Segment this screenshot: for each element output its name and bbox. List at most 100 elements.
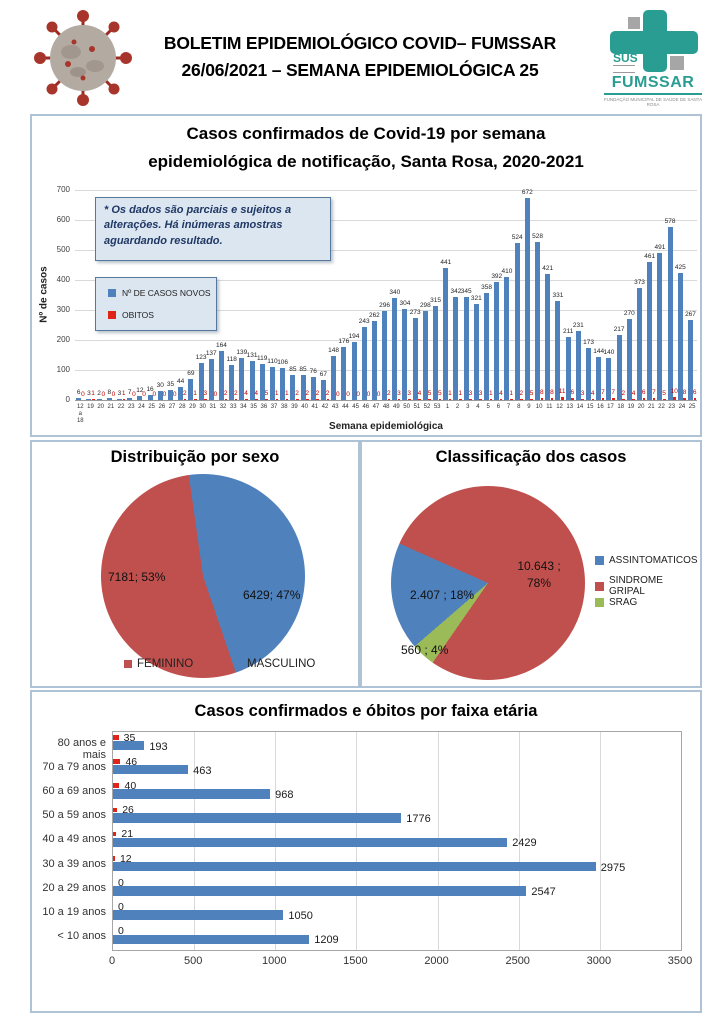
deaths-value-label: 1 — [509, 389, 513, 397]
confirmed-bar — [361, 327, 367, 400]
confirmed-bar — [106, 397, 112, 400]
age-xtick-label: 0 — [108, 955, 116, 967]
week-label: 38 — [280, 404, 288, 410]
deaths-bar — [499, 398, 503, 400]
deaths-value-label: 1 — [121, 389, 126, 397]
deaths-value-label: 8 — [682, 388, 687, 396]
week-label: 45 — [352, 404, 359, 410]
week-label: 43 — [331, 404, 339, 410]
weekly-chart-title-line1: Casos confirmados de Covid-19 por semana — [186, 124, 546, 143]
confirmed-bar — [96, 399, 102, 400]
age-category-label: 60 a 69 anos — [42, 784, 106, 797]
deaths-bar — [683, 397, 686, 400]
confirmed-value-label: 273 — [409, 309, 421, 317]
confirmed-value-label: 331 — [552, 291, 564, 299]
deaths-bar — [275, 398, 279, 400]
legend-swatch-deaths-icon — [108, 311, 116, 319]
legend-label-cases: Nº DE CASOS NOVOS — [122, 288, 211, 298]
week-label: 21 — [107, 404, 115, 410]
confirmed-bar — [494, 282, 500, 400]
deaths-bar — [642, 398, 646, 400]
deaths-value-label: 0 — [172, 391, 177, 398]
confirmed-bar — [310, 377, 316, 400]
week-label: 18 — [617, 404, 625, 410]
week-label: 34 — [240, 404, 247, 410]
deaths-bar — [459, 398, 462, 400]
deaths-value-label: 7 — [652, 388, 656, 396]
cases-value-label: 2429 — [512, 837, 537, 850]
week-label: 46 — [362, 404, 370, 410]
confirmed-bar — [402, 308, 408, 400]
confirmed-bar — [484, 292, 490, 400]
deaths-bar — [510, 398, 513, 400]
confirmed-bar — [331, 355, 337, 400]
logo-fumssar-text: FUMSSAR — [611, 74, 695, 91]
deaths-value-label: 40 — [124, 779, 137, 792]
deaths-bar — [113, 856, 115, 861]
week-label: 27 — [168, 404, 176, 410]
deaths-value-label: 6 — [641, 389, 646, 397]
confirmed-bar — [147, 395, 153, 400]
deaths-value-label: 21 — [121, 828, 134, 841]
sex-legend: FEMININO — [124, 658, 193, 670]
week-label: 35 — [250, 404, 257, 410]
confirmed-bar — [239, 358, 245, 400]
age-category-label: 40 a 49 anos — [42, 833, 106, 846]
deaths-value-label: 2 — [519, 389, 524, 397]
confirmed-bar — [616, 334, 622, 400]
ytick-label: 300 — [56, 305, 70, 314]
age-panel: Casos confirmados e óbitos por faixa etá… — [30, 690, 702, 1013]
deaths-bar — [183, 398, 187, 400]
pie-class — [391, 486, 585, 680]
deaths-bar — [204, 398, 207, 400]
deaths-value-label: 1 — [274, 389, 279, 397]
legend-swatch-masculino-icon — [234, 660, 242, 668]
confirmed-value-label: 69 — [187, 370, 195, 378]
weekly-chart-panel: Casos confirmados de Covid-19 por semana… — [30, 114, 702, 437]
confirmed-bar — [688, 319, 693, 400]
confirmed-bar — [443, 267, 449, 400]
deaths-bar — [530, 398, 534, 400]
confirmed-bar — [565, 336, 571, 400]
deaths-bar — [693, 398, 697, 400]
deaths-value-label: 3 — [397, 389, 401, 397]
age-plot: 35 193 46 463 40 968 26 1776 21 2429 12 2975 0 2547 0 1… — [112, 731, 682, 951]
deaths-bar — [520, 398, 523, 400]
confirmed-bar — [249, 360, 255, 400]
deaths-value-label: 3 — [468, 389, 473, 397]
confirmed-value-label: 243 — [358, 318, 370, 326]
deaths-value-label: 4 — [631, 389, 636, 397]
confirmed-value-label: 8 — [107, 388, 112, 396]
gridline — [75, 280, 697, 281]
deaths-bar — [91, 398, 95, 400]
deaths-value-label: 0 — [118, 925, 124, 938]
deaths-bar — [113, 759, 121, 764]
deaths-value-label: 11 — [558, 387, 566, 395]
confirmed-value-label: 3 — [117, 390, 122, 398]
ytick-label: 400 — [56, 275, 70, 284]
week-label: 12 a 18 — [76, 404, 84, 424]
confirmed-value-label: 231 — [572, 321, 584, 329]
deaths-bar — [632, 398, 636, 400]
deaths-value-label: 3 — [580, 389, 585, 397]
confirmed-bar — [596, 356, 602, 400]
confirmed-value-label: 164 — [216, 341, 227, 349]
deaths-bar — [387, 398, 391, 400]
week-label: 25 — [688, 404, 696, 410]
confirmed-value-label: 194 — [348, 332, 360, 340]
deaths-bar — [673, 397, 676, 400]
week-label: 42 — [321, 404, 329, 410]
cases-bar — [113, 740, 145, 751]
cases-value-label: 1050 — [288, 910, 313, 923]
confirmed-value-label: 528 — [532, 232, 543, 240]
confirmed-value-label: 6 — [76, 389, 81, 397]
class-pie-panel: Classificação dos casos 10.643 ; 78% 2.4… — [360, 440, 702, 688]
week-label: 40 — [301, 404, 308, 410]
deaths-value-label: 0 — [101, 391, 106, 398]
week-label: 44 — [342, 404, 349, 410]
week-label: 26 — [158, 404, 166, 410]
week-label: 30 — [199, 404, 206, 410]
deaths-bar — [622, 398, 625, 400]
pie-class-label-sindrome: 10.643 ; 78% — [497, 558, 581, 592]
confirmed-value-label: 340 — [389, 289, 401, 296]
